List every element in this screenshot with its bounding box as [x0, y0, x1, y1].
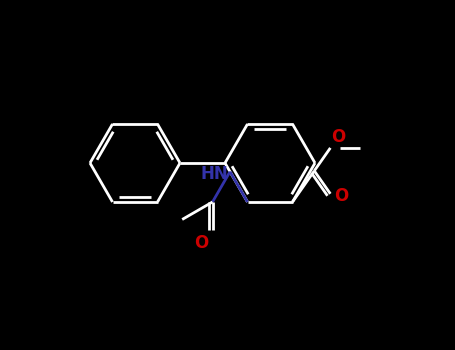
- Text: O: O: [194, 234, 208, 252]
- Text: O: O: [334, 187, 349, 205]
- Text: HN: HN: [200, 164, 228, 183]
- Text: O: O: [331, 128, 346, 146]
